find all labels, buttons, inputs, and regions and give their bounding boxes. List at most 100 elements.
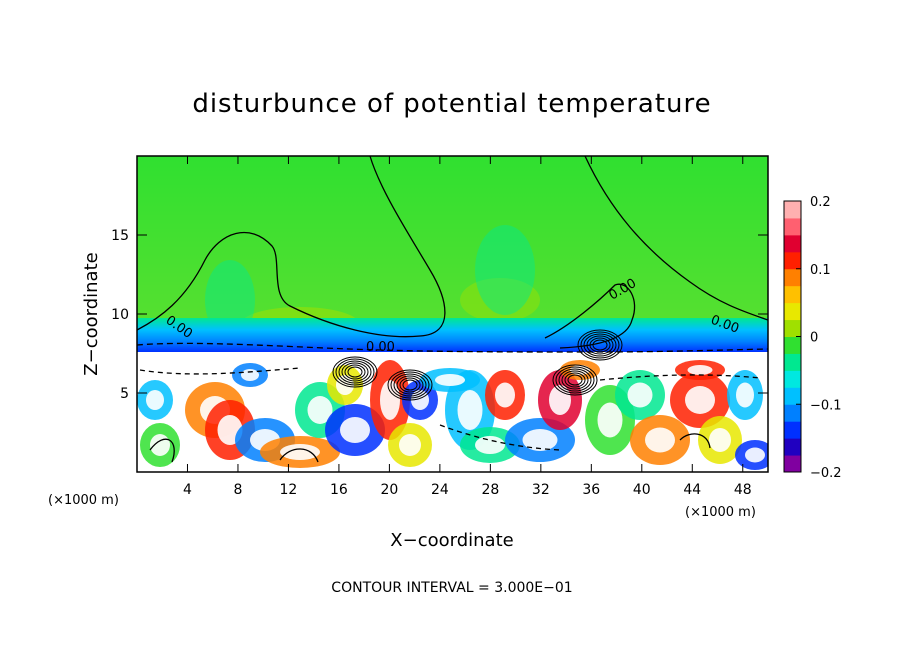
x-tick-label: 4 (183, 482, 192, 498)
contour-ring (402, 379, 418, 391)
x-tick-label: 12 (280, 482, 298, 498)
contour-ring (555, 366, 595, 394)
x-tick-label: 32 (532, 482, 550, 498)
anomaly-patch-core (549, 385, 571, 415)
anomaly-patch-core (685, 386, 715, 414)
colorbar-tick-label: −0.1 (810, 398, 842, 413)
anomaly-patch-core (522, 429, 558, 451)
contour-ring (338, 360, 372, 384)
contour-ring (586, 335, 614, 355)
colorbar-segment (784, 201, 801, 219)
x-unit-right: (×1000 m) (685, 505, 756, 520)
lower-anomaly-patches (137, 360, 768, 470)
colorbar-tick-label: −0.2 (810, 466, 842, 481)
y-tick-label: 5 (120, 386, 129, 402)
anomaly-patch-core (457, 390, 483, 430)
contour-label: 0.00 (366, 340, 395, 355)
x-tick-label: 28 (481, 482, 499, 498)
anomaly-patch-core (687, 365, 713, 375)
x-axis-label: X−coordinate (390, 530, 513, 551)
contour-ring (592, 339, 608, 351)
anomaly-patch-core (435, 374, 465, 386)
anomaly-patch-core (380, 380, 400, 420)
contour-ring (583, 333, 617, 357)
anomaly-patch-core (340, 417, 370, 443)
colorbar-segment (784, 319, 801, 337)
colorbar-segment (784, 234, 801, 253)
contour-ring (552, 364, 598, 396)
y-tick-label: 10 (111, 307, 129, 323)
anomaly-patch-core (150, 434, 170, 456)
contour-ring (589, 337, 611, 353)
y-axis: 5 10 15 (111, 228, 768, 402)
contour-ring (335, 358, 375, 386)
colorbar-segment (784, 302, 801, 321)
x-tick-label: 40 (633, 482, 651, 498)
contour-ring (387, 369, 433, 401)
contour-ring (344, 364, 366, 380)
anomaly-patch-core (307, 396, 333, 424)
chart-title: disturbunce of potential temperature (192, 89, 711, 119)
contour-ring (347, 366, 363, 378)
dense-contour-clusters (332, 329, 623, 401)
anomaly-patch-core (475, 436, 505, 454)
contour-ring (580, 331, 620, 359)
x-tick-label: 8 (233, 482, 242, 498)
contour-interval-note: CONTOUR INTERVAL = 3.000E−01 (331, 580, 572, 596)
contour-ring (399, 377, 421, 393)
colorbar-segment (784, 438, 801, 456)
colorbar-tick-label: 0.1 (810, 263, 831, 278)
contour-ring (577, 329, 623, 361)
anomaly-patch-core (736, 382, 754, 408)
colorbar-segment (784, 285, 801, 304)
x-axis: 4 8 12 16 20 24 28 32 36 40 44 48 (183, 156, 752, 498)
anomaly-patch-core (597, 402, 623, 438)
anomaly-patch-core (495, 382, 515, 408)
anomaly-patch-core (745, 447, 765, 463)
colorbar-segment (784, 387, 801, 405)
anomaly-patch-core (146, 390, 164, 410)
anomaly-patch-core (645, 427, 675, 453)
x-tick-label: 44 (683, 482, 701, 498)
stratosphere-gradient-band (137, 318, 768, 352)
x-tick-label: 16 (330, 482, 348, 498)
colorbar-frame (783, 200, 802, 473)
colorbar-segment (784, 217, 801, 236)
contour-ring (332, 356, 378, 388)
contour-ring (396, 375, 424, 395)
anomaly-patch-core (241, 369, 259, 381)
colorbar-segment (784, 455, 801, 473)
x-tick-label: 36 (582, 482, 600, 498)
colorbar-segment (784, 336, 801, 354)
x-tick-label: 20 (380, 482, 398, 498)
y-axis-label: Z−coordinate (81, 252, 102, 375)
colorbar-segment (784, 370, 801, 388)
contour-ring (558, 368, 592, 392)
x-tick-label: 24 (431, 482, 449, 498)
contour-ring (390, 371, 430, 399)
contour-ring (341, 362, 369, 382)
x-tick-label: 48 (734, 482, 752, 498)
anomaly-patch-core (399, 434, 421, 456)
contour-ring (564, 372, 586, 388)
colorbar-tick-label: 0.2 (810, 195, 831, 210)
colorbar-segment (784, 421, 801, 439)
anomaly-patch-core (627, 382, 653, 408)
colorbar-segment (784, 251, 801, 270)
colorbar-segment (784, 404, 801, 422)
colorbar-segment (784, 353, 801, 371)
contour-ring (567, 374, 583, 386)
colorbar-segment (784, 268, 801, 287)
colorbar-tick-label: 0 (810, 331, 818, 346)
y-tick-label: 15 (111, 228, 129, 244)
anomaly-patch-core (709, 428, 731, 452)
contour-lines (137, 156, 768, 463)
anomaly-patch-core (280, 444, 320, 460)
colorbar: 0.2 0.1 0 −0.1 −0.2 (784, 195, 842, 481)
plot-area (137, 156, 768, 472)
contour-ring (561, 370, 589, 390)
contour-ring (393, 373, 427, 397)
upper-field (137, 156, 768, 350)
x-unit-left: (×1000 m) (48, 493, 119, 508)
